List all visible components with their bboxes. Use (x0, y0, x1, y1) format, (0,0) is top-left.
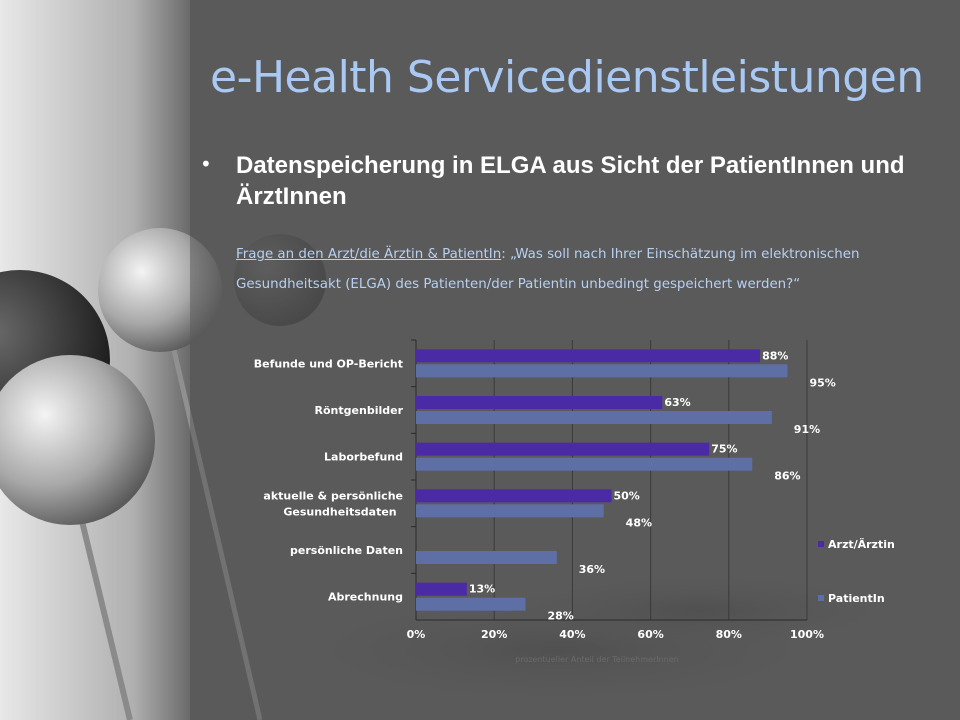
bar-arzt (416, 582, 467, 596)
survey-question: Frage an den Arzt/die Ärztin & PatientIn… (236, 240, 926, 300)
slide-title: e-Health Servicedienstleistungen (210, 52, 924, 103)
category-label: Befunde und OP-Bericht (254, 357, 403, 370)
x-axis-title: prozentueller Anteil der TeilnehmerInnen (515, 655, 678, 664)
data-label: 28% (547, 610, 573, 623)
bar-arzt (416, 349, 761, 363)
bar-patient (416, 364, 788, 378)
x-tick-label: 40% (559, 628, 585, 641)
legend-label: PatientIn (828, 592, 885, 605)
data-label: 88% (762, 349, 788, 362)
bar-patient (416, 411, 772, 424)
legend-label: Arzt/Ärztin (828, 537, 895, 551)
bar-arzt (416, 489, 612, 503)
bar-patient (416, 551, 557, 564)
bullet-icon: • (200, 152, 212, 176)
x-tick-label: 80% (716, 628, 742, 641)
legend-swatch (818, 595, 824, 601)
bar-patient (416, 457, 753, 471)
question-link[interactable]: Frage an den Arzt/die Ärztin & PatientIn (236, 247, 502, 262)
data-label: 86% (774, 470, 800, 483)
x-tick-label: 0% (407, 628, 426, 641)
bar-patient (416, 504, 604, 518)
data-label: 48% (626, 516, 652, 529)
category-label: Laborbefund (324, 451, 403, 464)
data-label: 13% (469, 583, 495, 596)
data-label: 95% (809, 376, 835, 389)
category-label: aktuelle & persönliche Gesundheitsdaten (263, 489, 403, 518)
bar-arzt (416, 442, 710, 456)
data-label: 36% (579, 563, 605, 576)
data-label: 91% (794, 423, 820, 436)
x-tick-label: 100% (790, 628, 824, 641)
data-label: 63% (664, 396, 690, 409)
category-label: Röntgenbilder (315, 404, 404, 417)
category-label: Abrechnung (328, 591, 403, 604)
x-tick-label: 20% (481, 628, 507, 641)
bar-arzt (416, 396, 663, 409)
category-label: persönliche Daten (290, 544, 403, 557)
bar-patient (416, 597, 526, 611)
legend-swatch (818, 541, 824, 547)
x-tick-label: 60% (637, 628, 663, 641)
slide-subtitle: Datenspeicherung in ELGA aus Sicht der P… (236, 152, 905, 210)
data-label: 50% (614, 489, 640, 502)
question-text: : „Was soll nach Ihrer Einschätzung im e… (236, 247, 860, 292)
data-label: 75% (711, 443, 737, 456)
